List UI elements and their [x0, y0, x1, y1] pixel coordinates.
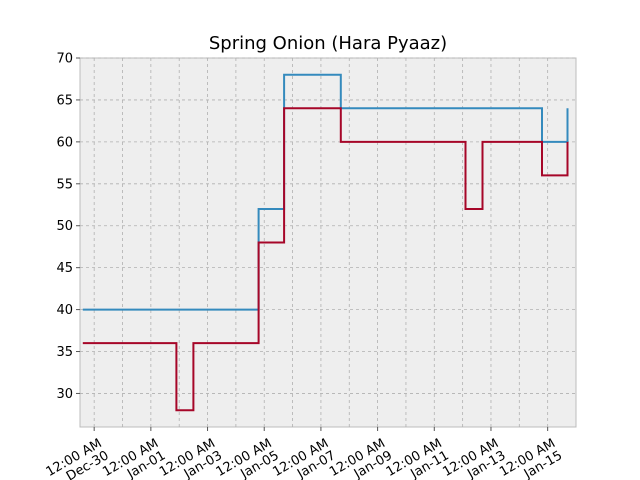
y-tick-label: 70 — [56, 52, 73, 67]
y-tick-label: 40 — [56, 303, 73, 318]
y-tick-label: 60 — [56, 135, 73, 150]
series-group — [82, 73, 569, 412]
y-tick-label: 55 — [56, 177, 73, 192]
y-tick-label: 50 — [56, 219, 73, 234]
y-tick-label: 30 — [56, 387, 73, 402]
y-tick-label: 35 — [56, 345, 73, 360]
y-tick-label: 65 — [56, 93, 73, 108]
plot-area — [79, 57, 577, 428]
series-line-2 — [82, 107, 569, 412]
chart-title: Spring Onion (Hara Pyaaz) — [209, 33, 447, 54]
grid-lines — [80, 57, 576, 427]
y-axis: 30 35 40 45 50 55 60 65 70 — [56, 52, 80, 402]
y-tick-label: 45 — [56, 261, 73, 276]
